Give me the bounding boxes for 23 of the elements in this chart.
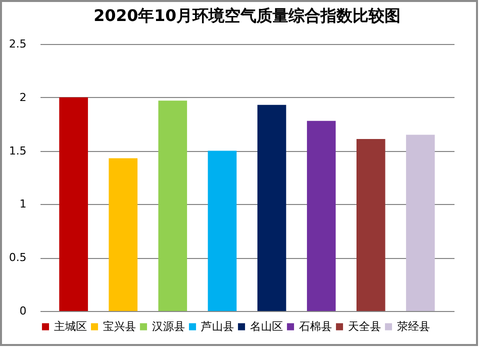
bar (59, 97, 88, 311)
legend-label: 芦山县 (201, 320, 234, 333)
legend-label: 天全县 (348, 320, 381, 333)
y-tick-label: 0 (20, 304, 26, 318)
bar (356, 139, 386, 311)
legend-label: 汉源县 (152, 320, 185, 333)
y-tick-label: 2 (20, 90, 26, 104)
bar (306, 120, 336, 311)
legend-label: 荥经县 (397, 320, 430, 333)
bar (108, 158, 138, 311)
bar (208, 150, 237, 311)
bar (158, 100, 188, 311)
legend-label: 石棉县 (299, 320, 332, 333)
y-tick-label: 0.5 (9, 251, 26, 264)
y-tick-label: 1.5 (9, 144, 26, 158)
legend-label: 主城区 (54, 320, 87, 333)
legend-label: 名山区 (250, 320, 283, 333)
chart-title: 2020年10月环境空气质量综合指数比较图 (94, 6, 400, 25)
legend-label: 宝兴县 (103, 320, 136, 333)
y-tick-label: 2.5 (9, 38, 26, 50)
y-tick-label: 1 (20, 198, 26, 211)
bar (257, 104, 286, 311)
bar (406, 134, 435, 311)
